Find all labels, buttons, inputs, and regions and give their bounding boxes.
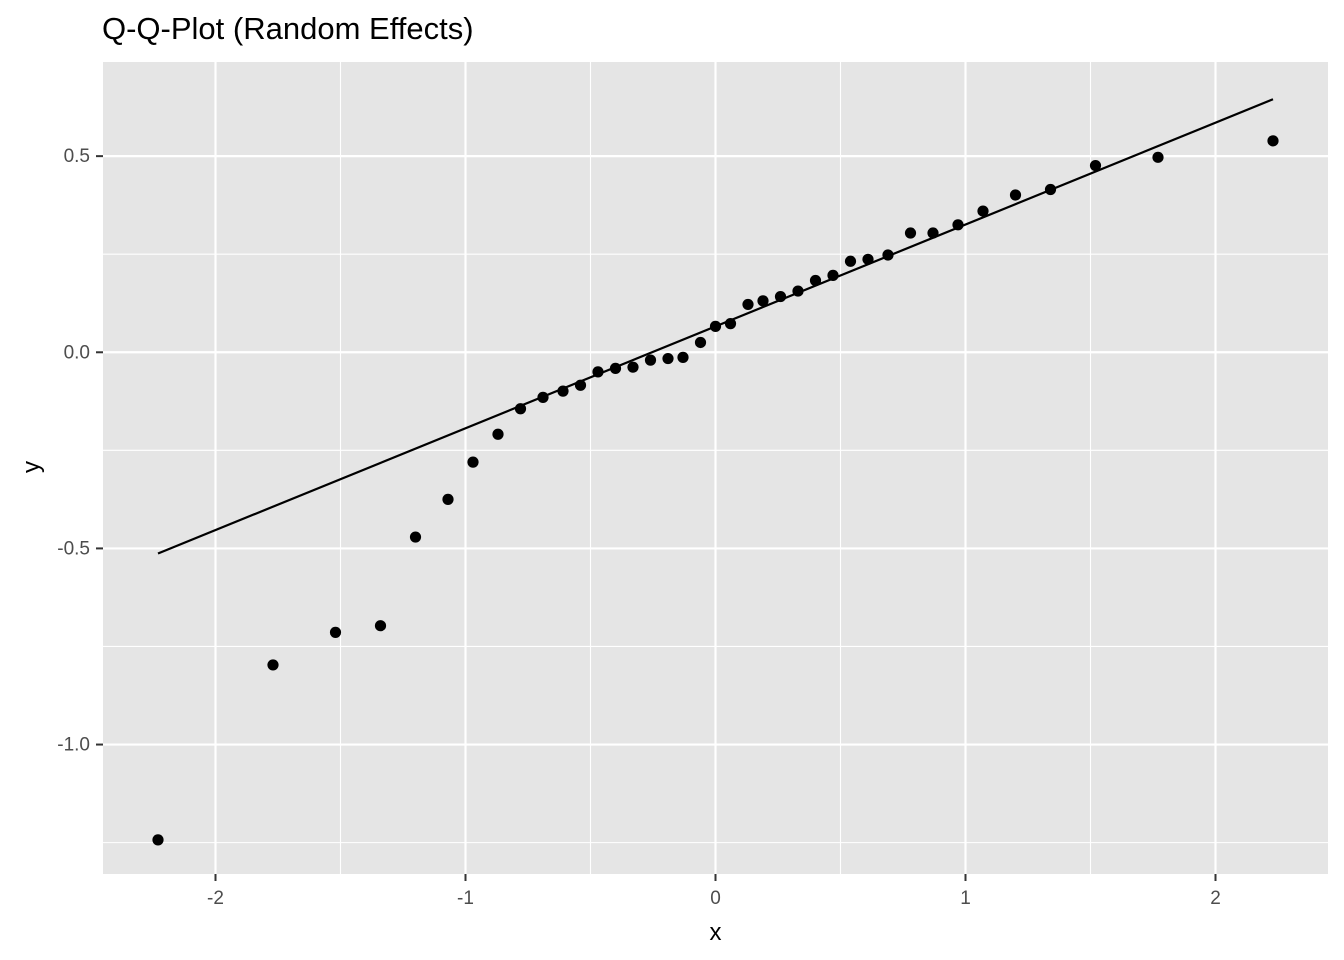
data-point [627, 361, 639, 373]
data-point [557, 385, 569, 397]
data-point [774, 290, 787, 303]
data-point [757, 295, 769, 307]
data-point [827, 269, 839, 281]
data-point [792, 285, 804, 297]
data-point [492, 428, 504, 440]
data-point [904, 227, 917, 239]
data-point [677, 351, 689, 363]
chart-title: Q-Q-Plot (Random Effects) [102, 11, 474, 46]
data-point [1009, 189, 1022, 201]
data-point [409, 531, 422, 543]
data-point [1267, 135, 1279, 147]
data-point [537, 391, 549, 403]
data-point [724, 318, 737, 330]
data-point [574, 379, 587, 391]
data-point [709, 320, 722, 332]
x-tick-label: 2 [1210, 888, 1221, 909]
data-points [152, 135, 1279, 846]
data-point [374, 620, 387, 632]
data-point [467, 456, 479, 468]
data-point [809, 274, 822, 287]
data-point [694, 336, 707, 349]
data-point [152, 834, 164, 846]
y-tick-label: 0.5 [64, 146, 90, 167]
x-tick-label: -1 [457, 888, 474, 909]
data-point [442, 493, 454, 505]
x-tick-label: 1 [960, 888, 971, 909]
data-point [267, 659, 279, 671]
data-point [1089, 159, 1102, 172]
x-tick-label: 0 [710, 888, 721, 909]
y-tick-label: -1.0 [57, 735, 90, 756]
y-tick-label: 0.0 [64, 342, 90, 363]
data-point [514, 403, 527, 415]
axis-ticks: -2 -1 0 1 2 -1.0 -0.5 0.0 0.5 [57, 146, 1221, 909]
data-point [844, 255, 857, 267]
data-point [644, 354, 657, 366]
data-point [662, 352, 674, 365]
data-point [927, 227, 939, 239]
gridlines [103, 62, 1328, 874]
x-tick-label: -2 [207, 888, 224, 909]
data-point [977, 205, 989, 217]
data-point [1152, 151, 1164, 163]
data-point [952, 219, 964, 231]
data-point [882, 249, 894, 261]
y-axis-label: y [18, 461, 45, 473]
x-axis-label: x [710, 919, 722, 946]
data-point [742, 298, 754, 311]
data-point [329, 626, 342, 638]
data-point [609, 362, 622, 374]
data-point [862, 253, 874, 265]
data-point [592, 366, 604, 378]
y-tick-label: -0.5 [57, 538, 90, 559]
data-point [1044, 183, 1057, 196]
